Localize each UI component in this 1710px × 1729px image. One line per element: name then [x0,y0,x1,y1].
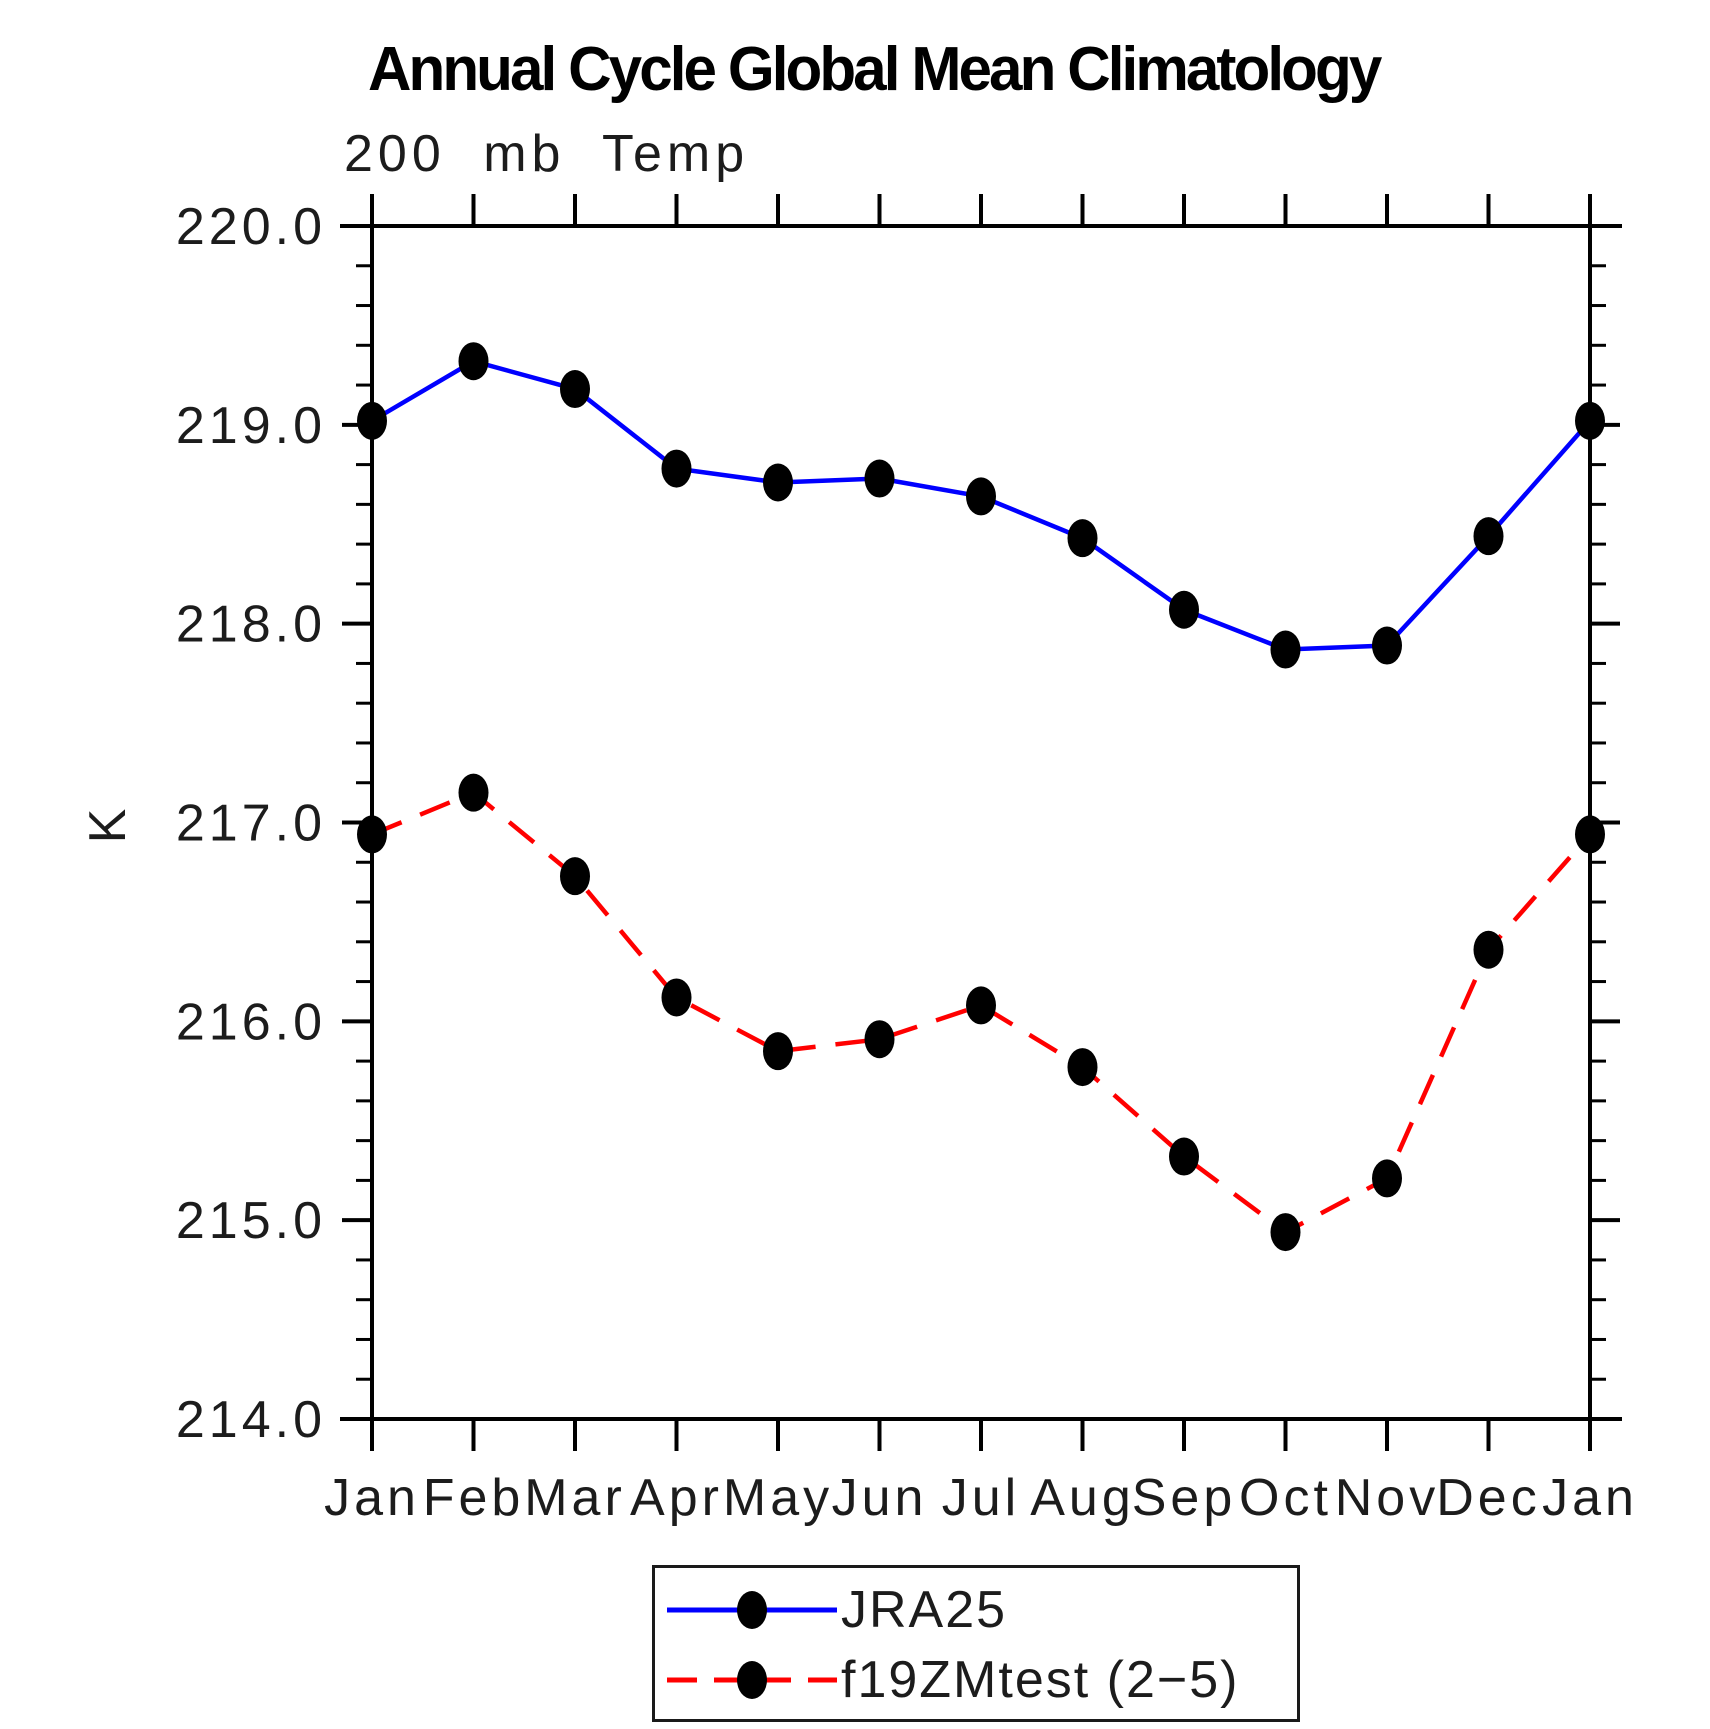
data-point-marker [1067,1048,1098,1087]
legend-label: f19ZMtest (2−5) [841,1651,1240,1709]
y-tick-label: 215.0 [176,1192,326,1250]
y-tick-label: 214.0 [176,1391,326,1449]
y-tick-label: 216.0 [176,993,326,1051]
x-tick-label: Mar [524,1469,626,1527]
data-point-marker [966,986,996,1025]
data-point-marker [1372,1159,1402,1198]
x-tick-label: Sep [1132,1469,1237,1527]
data-point-marker [1473,930,1504,969]
data-point-marker [864,1020,895,1059]
data-point-marker [1575,401,1605,440]
x-tick-label: Dec [1436,1469,1540,1527]
x-tick-label: Nov [1335,1469,1439,1527]
legend-marker-icon [737,1591,767,1629]
x-tick-label: Jul [942,1469,1020,1527]
x-tick-label: Feb [423,1469,525,1527]
data-point-marker [1575,815,1605,854]
data-point-marker [458,773,489,812]
x-tick-label: Jan [324,1469,420,1527]
x-tick-label: Apr [630,1469,723,1527]
y-tick-label: 217.0 [176,795,326,853]
y-tick-label: 220.0 [176,198,326,256]
x-tick-label: Jan [1542,1469,1638,1527]
data-point-marker [763,1032,793,1071]
data-point-marker [661,978,692,1017]
data-point-marker [1067,519,1098,558]
x-tick-label: Aug [1030,1469,1135,1527]
data-point-marker [1270,1213,1301,1252]
data-point-marker [1473,517,1504,556]
data-point-marker [966,477,996,516]
data-point-marker [1169,590,1199,629]
data-point-marker [1169,1137,1199,1176]
data-point-marker [357,815,387,854]
data-point-marker [864,459,895,498]
data-point-marker [357,401,387,440]
x-tick-label: Jun [832,1469,928,1527]
data-point-marker [661,449,692,488]
chart-title: Annual Cycle Global Mean Climatology [368,35,1382,104]
data-point-marker [1270,630,1301,669]
data-point-marker [1372,626,1402,665]
y-tick-label: 218.0 [176,596,326,654]
y-tick-label: 219.0 [176,397,326,455]
data-point-marker [763,463,793,502]
legend-label: JRA25 [841,1581,1008,1639]
x-tick-label: May [723,1469,833,1527]
legend-sample-dashed-line [667,1661,837,1699]
data-point-marker [458,342,489,381]
legend-item-jra25: JRA25 [663,1580,1007,1640]
legend-item-f19zmtest: f19ZMtest (2−5) [663,1650,1239,1710]
legend-box: JRA25 f19ZMtest (2−5) [652,1565,1300,1722]
chart-subtitle: 200 mb Temp [344,125,750,183]
legend-marker-icon [737,1661,767,1699]
x-tick-label: Oct [1239,1469,1332,1527]
data-point-marker [560,370,590,409]
legend-sample-solid-line [667,1591,837,1629]
data-point-marker [560,857,590,896]
